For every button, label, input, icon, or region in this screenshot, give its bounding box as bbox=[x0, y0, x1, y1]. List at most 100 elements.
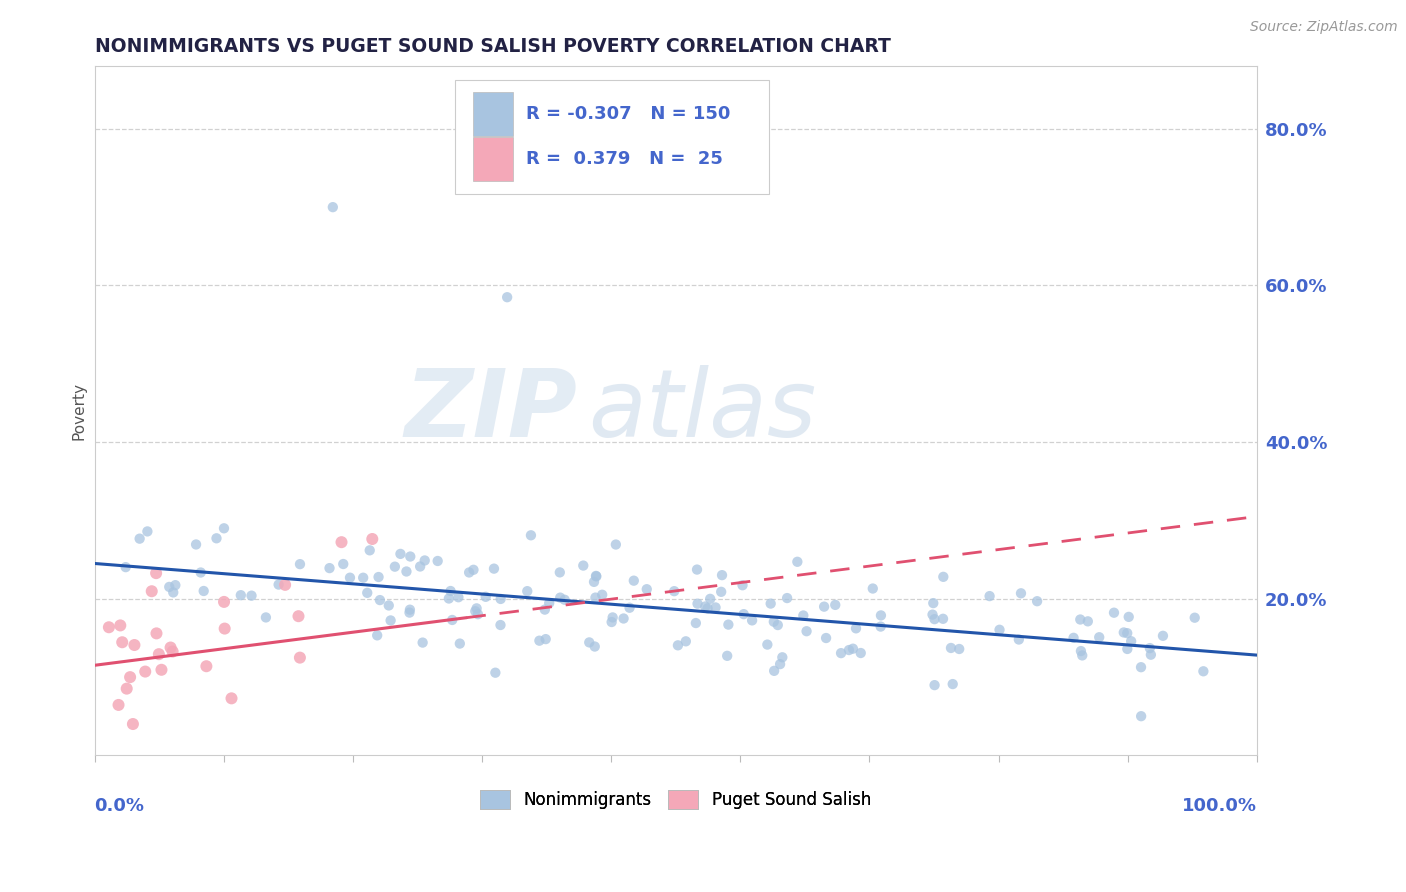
Text: ZIP: ZIP bbox=[404, 365, 576, 457]
Point bbox=[710, 584, 733, 599]
Point bbox=[122, 717, 145, 731]
Point bbox=[339, 571, 361, 585]
Point bbox=[409, 559, 432, 574]
Point bbox=[1192, 665, 1215, 679]
Point bbox=[870, 608, 893, 623]
Point bbox=[924, 678, 946, 692]
Point bbox=[1063, 631, 1085, 645]
Text: 100.0%: 100.0% bbox=[1182, 797, 1257, 814]
Point bbox=[134, 665, 156, 679]
Text: R = -0.307   N = 150: R = -0.307 N = 150 bbox=[526, 105, 730, 123]
Point bbox=[322, 200, 344, 214]
Point bbox=[717, 617, 740, 632]
Point bbox=[165, 578, 187, 592]
Point bbox=[796, 624, 818, 639]
Point bbox=[696, 601, 718, 615]
Point bbox=[399, 603, 422, 617]
Point bbox=[731, 578, 754, 592]
Point bbox=[664, 584, 686, 599]
Point bbox=[412, 635, 434, 649]
Point bbox=[582, 574, 605, 589]
Point bbox=[862, 582, 884, 596]
Point bbox=[287, 609, 309, 624]
Point bbox=[666, 638, 689, 652]
Point bbox=[159, 640, 181, 655]
Point bbox=[193, 584, 215, 599]
Point bbox=[449, 637, 471, 651]
Point bbox=[585, 569, 607, 583]
Point bbox=[815, 631, 838, 645]
Point bbox=[636, 582, 658, 597]
Point bbox=[591, 588, 613, 602]
Point bbox=[356, 586, 378, 600]
Point bbox=[240, 589, 263, 603]
Point bbox=[1088, 630, 1111, 644]
Point bbox=[733, 607, 755, 622]
Point bbox=[770, 650, 793, 665]
Point bbox=[1130, 709, 1153, 723]
Point bbox=[716, 648, 738, 663]
Point bbox=[368, 593, 391, 607]
Point bbox=[162, 644, 184, 658]
Point bbox=[988, 623, 1011, 637]
Text: 0.0%: 0.0% bbox=[94, 797, 145, 814]
Point bbox=[1121, 634, 1143, 648]
Point bbox=[613, 611, 636, 625]
Point bbox=[554, 592, 576, 607]
Point bbox=[756, 638, 779, 652]
Point bbox=[979, 589, 1001, 603]
Point bbox=[111, 635, 134, 649]
Point bbox=[1116, 626, 1139, 640]
Point bbox=[162, 585, 184, 599]
Point bbox=[399, 549, 422, 564]
Point bbox=[1070, 644, 1092, 658]
Point bbox=[145, 566, 167, 581]
Point bbox=[1102, 606, 1125, 620]
Point bbox=[769, 657, 792, 672]
Point bbox=[685, 615, 707, 630]
Point bbox=[922, 596, 945, 610]
Point bbox=[128, 532, 150, 546]
Point bbox=[361, 532, 384, 546]
Point bbox=[786, 555, 808, 569]
Point bbox=[437, 591, 460, 606]
Point bbox=[120, 670, 142, 684]
Point bbox=[942, 677, 965, 691]
Point bbox=[932, 570, 955, 584]
Point bbox=[924, 612, 946, 626]
Point bbox=[145, 626, 167, 640]
Point bbox=[776, 591, 799, 605]
Point bbox=[426, 554, 449, 568]
Point bbox=[274, 578, 297, 592]
Point bbox=[600, 615, 623, 629]
Point bbox=[467, 607, 489, 622]
Point bbox=[366, 628, 388, 642]
Point bbox=[686, 597, 709, 611]
Point bbox=[395, 565, 418, 579]
Point bbox=[585, 591, 607, 605]
Point bbox=[157, 580, 180, 594]
Point bbox=[1118, 610, 1140, 624]
Point bbox=[538, 596, 561, 610]
Point bbox=[288, 557, 311, 571]
Point bbox=[221, 691, 243, 706]
FancyBboxPatch shape bbox=[474, 93, 513, 136]
Point bbox=[939, 640, 962, 655]
Point bbox=[1026, 594, 1049, 608]
Point bbox=[214, 622, 236, 636]
Point bbox=[124, 638, 146, 652]
Text: atlas: atlas bbox=[589, 365, 817, 457]
Point bbox=[439, 584, 461, 599]
Point bbox=[762, 615, 785, 629]
Point bbox=[516, 584, 538, 599]
Point bbox=[254, 610, 277, 624]
Point bbox=[359, 543, 381, 558]
Point bbox=[932, 612, 955, 626]
Point bbox=[97, 620, 120, 634]
Point bbox=[763, 664, 786, 678]
Point bbox=[148, 647, 170, 661]
Point bbox=[845, 621, 868, 635]
Point bbox=[489, 618, 512, 632]
Point bbox=[288, 650, 311, 665]
Point bbox=[413, 553, 436, 567]
